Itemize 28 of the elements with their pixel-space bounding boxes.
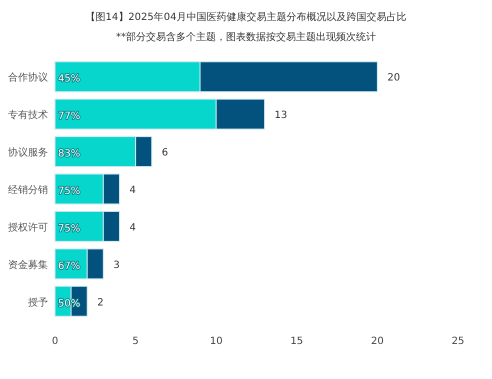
annotation: 75% [58, 223, 80, 234]
x-tick-label: 25 [452, 336, 464, 347]
y-tick-label: 专有技术 [8, 109, 48, 122]
annotation: 75% [58, 186, 80, 197]
x-tick-label: 0 [52, 336, 58, 347]
total-label: 6 [162, 148, 168, 159]
total-label: 4 [129, 185, 136, 196]
y-tick-label: 经销分销 [8, 184, 48, 196]
y-tick-label: 授权许可 [8, 221, 48, 234]
chart-subtitle: **部分交易含多个主题，图表数据按交易主题出现频次统计 [116, 31, 376, 43]
x-tick-label: 20 [371, 336, 384, 347]
total-label: 4 [129, 222, 136, 234]
total-label: 2 [97, 297, 104, 308]
total-label: 13 [274, 110, 288, 122]
x-tick-label: 5 [132, 336, 139, 347]
annotation: 67% [58, 260, 80, 272]
annotation: 77% [58, 111, 80, 122]
total-label: 20 [387, 72, 400, 84]
x-tick-label: 15 [290, 336, 304, 347]
annotation: 45% [58, 74, 80, 85]
chart-title: 【图14】2025年04月中国医药健康交易主题分布概况以及跨国交易占比 [86, 11, 406, 23]
x-tick-label: 10 [210, 336, 223, 347]
y-tick-label: 授予 [28, 296, 48, 308]
y-tick-label: 协议服务 [8, 146, 48, 159]
y-tick-label: 资金募集 [8, 258, 48, 271]
y-tick-label: 合作协议 [8, 72, 48, 84]
total-label: 3 [113, 260, 120, 271]
annotation: 83% [58, 148, 80, 160]
